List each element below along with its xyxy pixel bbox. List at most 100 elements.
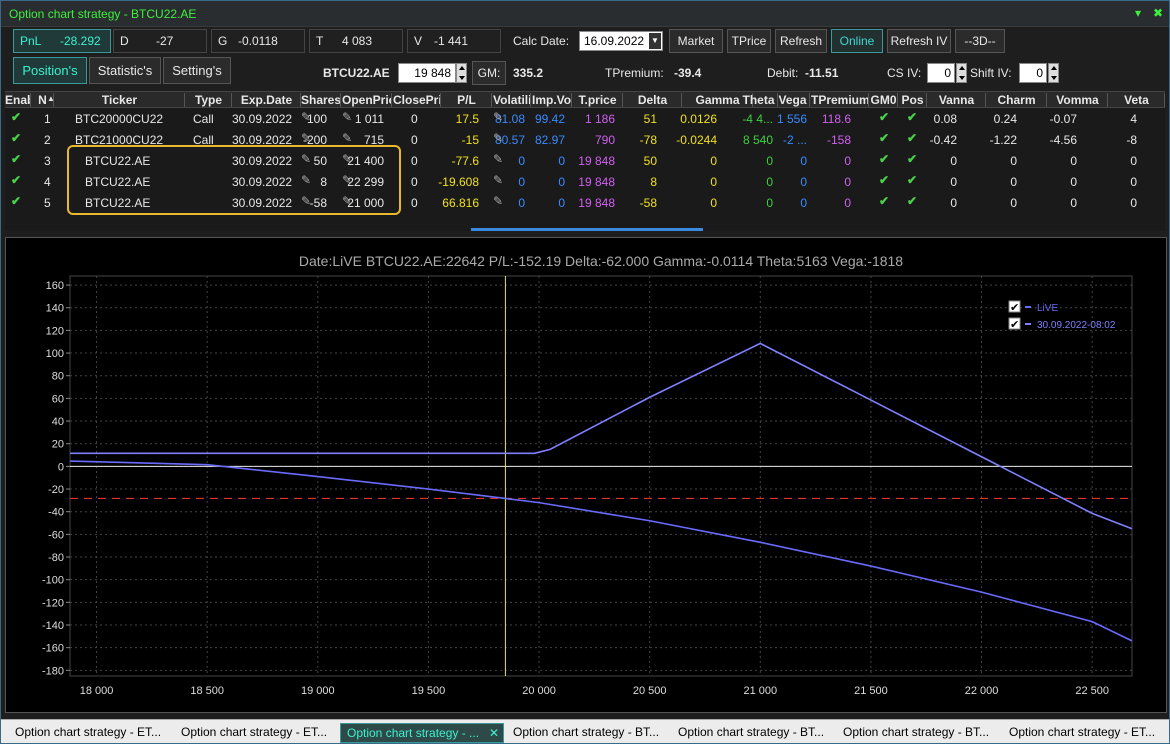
cs-iv-spinner[interactable] xyxy=(956,63,967,83)
tab-settings[interactable]: Setting's xyxy=(163,57,231,84)
window-tab-label: Option chart strategy - BT... xyxy=(843,725,990,739)
column-header-shares[interactable]: Shares xyxy=(301,93,341,107)
checkmark-icon[interactable]: ✔ xyxy=(907,152,918,166)
tab-positions[interactable]: Position's xyxy=(13,57,87,84)
checkmark-icon[interactable]: ✔ xyxy=(11,131,22,145)
column-header-vanna[interactable]: Vanna xyxy=(928,93,986,107)
window-tab[interactable]: Option chart strategy - ET... xyxy=(1003,723,1163,743)
pin-icon[interactable]: ▾ xyxy=(1135,6,1142,20)
column-header-openpric[interactable]: OpenPric xyxy=(342,93,392,107)
table-row[interactable]: ✔ 4 BTCU22.AE 30.09.2022 8 22 299 0 -19.608 0 0 19… xyxy=(5,172,1165,193)
edit-icon[interactable]: ✎ xyxy=(493,110,504,124)
legend-checkbox[interactable] xyxy=(1008,317,1021,330)
edit-icon[interactable]: ✎ xyxy=(342,194,353,208)
edit-icon[interactable]: ✎ xyxy=(342,110,353,124)
column-header-n[interactable]: N xyxy=(32,93,54,107)
window-tab[interactable]: Option chart strategy - BT... xyxy=(507,723,667,743)
checkmark-icon[interactable]: ✔ xyxy=(879,131,890,145)
checkmark-icon[interactable]: ✔ xyxy=(907,194,918,208)
table-row[interactable]: ✔ 1 BTC20000CU22 Call 30.09.2022 100 1 011 0 17.… xyxy=(5,109,1165,130)
column-header-vomma[interactable]: Vomma xyxy=(1048,93,1108,107)
checkmark-icon[interactable]: ✔ xyxy=(907,110,918,124)
price-input[interactable]: 19 848 xyxy=(398,63,456,83)
column-header-pl[interactable]: P/L xyxy=(442,93,492,107)
window-title: Option chart strategy - BTCU22.AE xyxy=(9,7,197,21)
refresh-button[interactable]: Refresh xyxy=(775,29,827,53)
column-header-impvol[interactable]: Imp.Vol xyxy=(532,93,572,107)
refresh-iv-button[interactable]: Refresh IV xyxy=(887,29,951,53)
cell-gamma: 0.0126 xyxy=(680,112,717,126)
cell-pl: -77.6 xyxy=(451,154,479,168)
cell-gamma: 0 xyxy=(710,196,717,210)
online-button[interactable]: Online xyxy=(831,29,883,53)
window-tab[interactable]: Option chart strategy - ET... xyxy=(9,723,169,743)
market-button[interactable]: Market xyxy=(669,29,723,53)
edit-icon[interactable]: ✎ xyxy=(493,194,504,208)
column-header-charm[interactable]: Charm xyxy=(987,93,1047,107)
tab-statistics[interactable]: Statistic's xyxy=(89,57,161,84)
table-row[interactable]: ✔ 3 BTCU22.AE 30.09.2022 50 21 400 0 -77.6 0 0 19 … xyxy=(5,151,1165,172)
window-tab[interactable]: Option chart strategy - ... ✕ xyxy=(340,723,504,743)
checkmark-icon[interactable]: ✔ xyxy=(11,110,22,124)
shift-iv-spinner[interactable] xyxy=(1048,63,1059,83)
vega-label: V xyxy=(414,34,423,48)
edit-icon[interactable]: ✎ xyxy=(301,152,312,166)
cell-n: 2 xyxy=(44,133,51,147)
column-header-expdate[interactable]: Exp.Date xyxy=(233,93,301,107)
column-header-vega[interactable]: Vega xyxy=(776,93,810,107)
price-spinner[interactable] xyxy=(456,63,467,83)
column-header-type[interactable]: Type xyxy=(186,93,232,107)
checkmark-icon[interactable]: ✔ xyxy=(879,173,890,187)
column-header-gm0[interactable]: GM0 xyxy=(870,93,898,107)
horizontal-scrollbar[interactable] xyxy=(471,228,703,231)
gm-value: 335.2 xyxy=(513,66,544,80)
checkmark-icon[interactable]: ✔ xyxy=(11,152,22,166)
column-header-volatili[interactable]: Volatili xyxy=(493,93,531,107)
column-header-enabl[interactable]: Enabl xyxy=(5,93,31,107)
edit-icon[interactable]: ✎ xyxy=(342,131,353,145)
edit-icon[interactable]: ✎ xyxy=(301,110,312,124)
table-header: EnablNTickerTypeExp.DateSharesOpenPricCl… xyxy=(5,92,1165,108)
edit-icon[interactable]: ✎ xyxy=(301,194,312,208)
chevron-down-icon[interactable]: ▼ xyxy=(649,33,661,49)
edit-icon[interactable]: ✎ xyxy=(493,173,504,187)
window-tab[interactable]: Option chart strategy - BT... xyxy=(837,723,997,743)
column-header-tprice[interactable]: T.price xyxy=(573,93,623,107)
table-row[interactable]: ✔ 5 BTCU22.AE 30.09.2022 -58 21 000 0 66.816 0 0 1… xyxy=(5,193,1165,214)
legend-checkbox[interactable] xyxy=(1008,300,1021,313)
calc-date-select[interactable]: 16.09.2022 ▼ xyxy=(579,31,663,51)
close-icon[interactable]: ✖ xyxy=(1153,6,1164,20)
column-header-ticker[interactable]: Ticker xyxy=(55,93,185,107)
column-header-delta[interactable]: Delta xyxy=(624,93,682,107)
column-header-veta[interactable]: Veta xyxy=(1109,93,1165,107)
edit-icon[interactable]: ✎ xyxy=(301,173,312,187)
cs-iv-input[interactable]: 0 xyxy=(927,63,955,83)
tpremium-value: -39.4 xyxy=(674,66,702,80)
3d-button[interactable]: --3D-- xyxy=(955,29,1005,53)
column-header-closepri[interactable]: ClosePri xyxy=(393,93,441,107)
column-header-tpremium[interactable]: TPremium xyxy=(811,93,869,107)
column-header-theta[interactable]: Theta xyxy=(740,93,778,107)
cell-gamma: -0.0244 xyxy=(676,133,717,147)
checkmark-icon[interactable]: ✔ xyxy=(907,131,918,145)
tprice-button[interactable]: TPrice xyxy=(727,29,771,53)
checkmark-icon[interactable]: ✔ xyxy=(11,194,22,208)
close-icon[interactable]: ✕ xyxy=(488,726,499,740)
checkmark-icon[interactable]: ✔ xyxy=(907,173,918,187)
table-row[interactable]: ✔ 2 BTC21000CU22 Call 30.09.2022 -200 715 0 -15 8… xyxy=(5,130,1165,151)
column-header-gamma[interactable]: Gamma xyxy=(683,93,753,107)
checkmark-icon[interactable]: ✔ xyxy=(879,152,890,166)
shift-iv-input[interactable]: 0 xyxy=(1019,63,1047,83)
column-header-pos[interactable]: Pos xyxy=(899,93,927,107)
checkmark-icon[interactable]: ✔ xyxy=(879,110,890,124)
edit-icon[interactable]: ✎ xyxy=(342,152,353,166)
edit-icon[interactable]: ✎ xyxy=(493,131,504,145)
checkmark-icon[interactable]: ✔ xyxy=(11,173,22,187)
window-tab[interactable]: Option chart strategy - BT... xyxy=(672,723,832,743)
window-tab[interactable]: Option chart strategy - ET... xyxy=(175,723,335,743)
checkmark-icon[interactable]: ✔ xyxy=(879,194,890,208)
edit-icon[interactable]: ✎ xyxy=(342,173,353,187)
edit-icon[interactable]: ✎ xyxy=(301,131,312,145)
edit-icon[interactable]: ✎ xyxy=(493,152,504,166)
